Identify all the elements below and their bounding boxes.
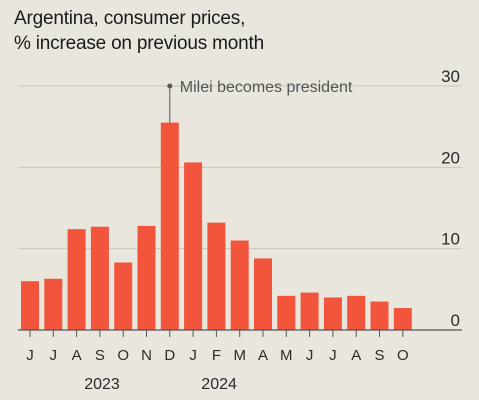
bar xyxy=(90,226,109,330)
x-tick-label: A xyxy=(72,347,82,364)
x-tick-label: O xyxy=(397,347,409,364)
year-label: 2024 xyxy=(201,376,237,393)
chart-title: Argentina, consumer prices, % increase o… xyxy=(14,6,264,56)
chart-title-line-2: % increase on previous month xyxy=(14,33,264,54)
x-tick-label: J xyxy=(329,347,337,364)
y-tick-label: 20 xyxy=(441,148,460,167)
x-tick-label: J xyxy=(50,347,58,364)
bar xyxy=(323,297,342,330)
annotation-label: Milei becomes president xyxy=(180,79,353,96)
bar xyxy=(114,262,133,330)
x-tick-label: J xyxy=(306,347,314,364)
x-tick-label: M xyxy=(280,347,293,364)
annotation-dot xyxy=(167,83,173,89)
bars xyxy=(21,122,412,330)
x-tick-label: D xyxy=(164,347,175,364)
x-tick-label: F xyxy=(212,347,221,364)
x-tick-label: A xyxy=(351,347,361,364)
bar xyxy=(393,308,412,330)
x-tick-label: M xyxy=(233,347,246,364)
x-tick-label: O xyxy=(117,347,129,364)
bar xyxy=(207,222,226,330)
bar xyxy=(67,229,86,330)
bar xyxy=(21,281,39,330)
gridlines xyxy=(18,85,462,250)
bar xyxy=(184,162,203,330)
chart-title-line-1: Argentina, consumer prices, xyxy=(14,8,246,29)
annotation: Milei becomes president xyxy=(167,79,353,123)
x-tick-label: J xyxy=(189,347,197,364)
y-tick-label: 10 xyxy=(441,230,460,249)
x-tick-label: S xyxy=(95,347,105,364)
x-tick-label: S xyxy=(374,347,384,364)
x-tick-label: J xyxy=(26,347,34,364)
bar xyxy=(254,258,272,330)
x-tick-label: N xyxy=(141,347,152,364)
x-tick-label: A xyxy=(258,347,268,364)
bar xyxy=(277,295,296,330)
bar xyxy=(300,292,319,330)
y-tick-label: 30 xyxy=(441,67,460,86)
bar xyxy=(230,240,249,330)
bar xyxy=(44,278,63,330)
year-label: 2023 xyxy=(84,376,120,393)
y-tick-label: 0 xyxy=(451,311,460,330)
bar xyxy=(370,301,389,330)
x-axis xyxy=(18,329,462,337)
bar xyxy=(160,122,179,330)
bar xyxy=(137,225,156,330)
bar xyxy=(347,295,366,330)
